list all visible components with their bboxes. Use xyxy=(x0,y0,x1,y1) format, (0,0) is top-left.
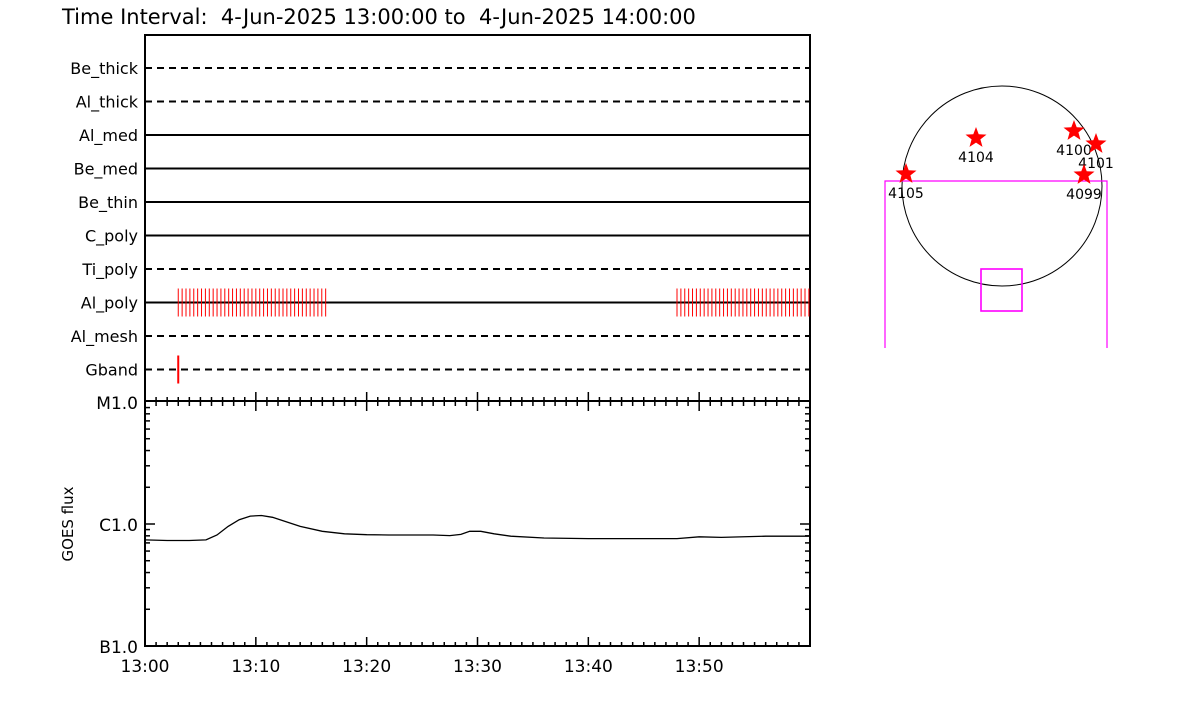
region-label-4099: 4099 xyxy=(1066,187,1102,203)
x-tick-label: 13:20 xyxy=(342,657,391,677)
x-tick-label: 13:00 xyxy=(121,657,170,677)
goes-y-axis-label: GOES flux xyxy=(59,486,77,561)
filter-timeline-panel: Be_thick Al_thick Al_med Be_med Be_thin C_pol… xyxy=(70,34,811,402)
filter-label-al-poly: Al_poly xyxy=(81,294,138,314)
region-label-4105: 4105 xyxy=(888,186,924,202)
x-tick-label: 13:30 xyxy=(453,657,502,677)
filter-label-al-mesh: Al_mesh xyxy=(71,327,138,347)
goes-flux-panel: 13:00 13:10 13:20 13:30 13:40 13:50 M1.0 C1.0 B1… xyxy=(59,392,811,677)
filter-label-al-thick: Al_thick xyxy=(76,93,139,113)
goes-flux-line xyxy=(144,514,809,542)
x-tick-label: 13:40 xyxy=(564,657,613,677)
y-tick-label: C1.0 xyxy=(99,516,138,536)
region-star-icon xyxy=(965,127,987,147)
goes-series-layer xyxy=(144,514,809,542)
filter-label-c-poly: C_poly xyxy=(85,227,138,247)
region-label-4100: 4100 xyxy=(1056,143,1092,159)
solar-limb xyxy=(901,85,1103,287)
filter-label-al-med: Al_med xyxy=(79,126,138,146)
target-fov-box xyxy=(980,268,1023,312)
region-star-icon xyxy=(895,163,917,183)
instrument-fov-outline xyxy=(884,180,1108,348)
goes-panel-frame xyxy=(144,400,811,647)
filter-label-ti-poly: Ti_poly xyxy=(81,260,138,280)
goes-axis-ticks: 13:00 13:10 13:20 13:30 13:40 13:50 M1.0 C1.0 B1… xyxy=(96,392,811,677)
filter-panel-frame xyxy=(144,34,811,402)
filter-label-be-thick: Be_thick xyxy=(70,59,138,79)
x-tick-label: 13:50 xyxy=(675,657,724,677)
y-tick-label: B1.0 xyxy=(99,638,138,658)
region-star-icon xyxy=(1073,164,1095,184)
y-tick-label: M1.0 xyxy=(96,394,138,414)
plot-title: Time Interval: 4-Jun-2025 13:00:00 to 4-… xyxy=(61,5,696,29)
region-label-4101: 4101 xyxy=(1078,156,1114,172)
region-star-icon xyxy=(1063,120,1085,140)
filter-rows: Be_thick Al_thick Al_med Be_med Be_thin C_pol… xyxy=(70,59,810,384)
region-star-icon xyxy=(1085,133,1107,153)
filter-label-be-thin: Be_thin xyxy=(78,193,138,213)
region-label-4104: 4104 xyxy=(958,150,994,166)
filter-label-gband: Gband xyxy=(85,361,138,380)
filter-label-be-med: Be_med xyxy=(74,160,138,180)
x-tick-label: 13:10 xyxy=(231,657,280,677)
